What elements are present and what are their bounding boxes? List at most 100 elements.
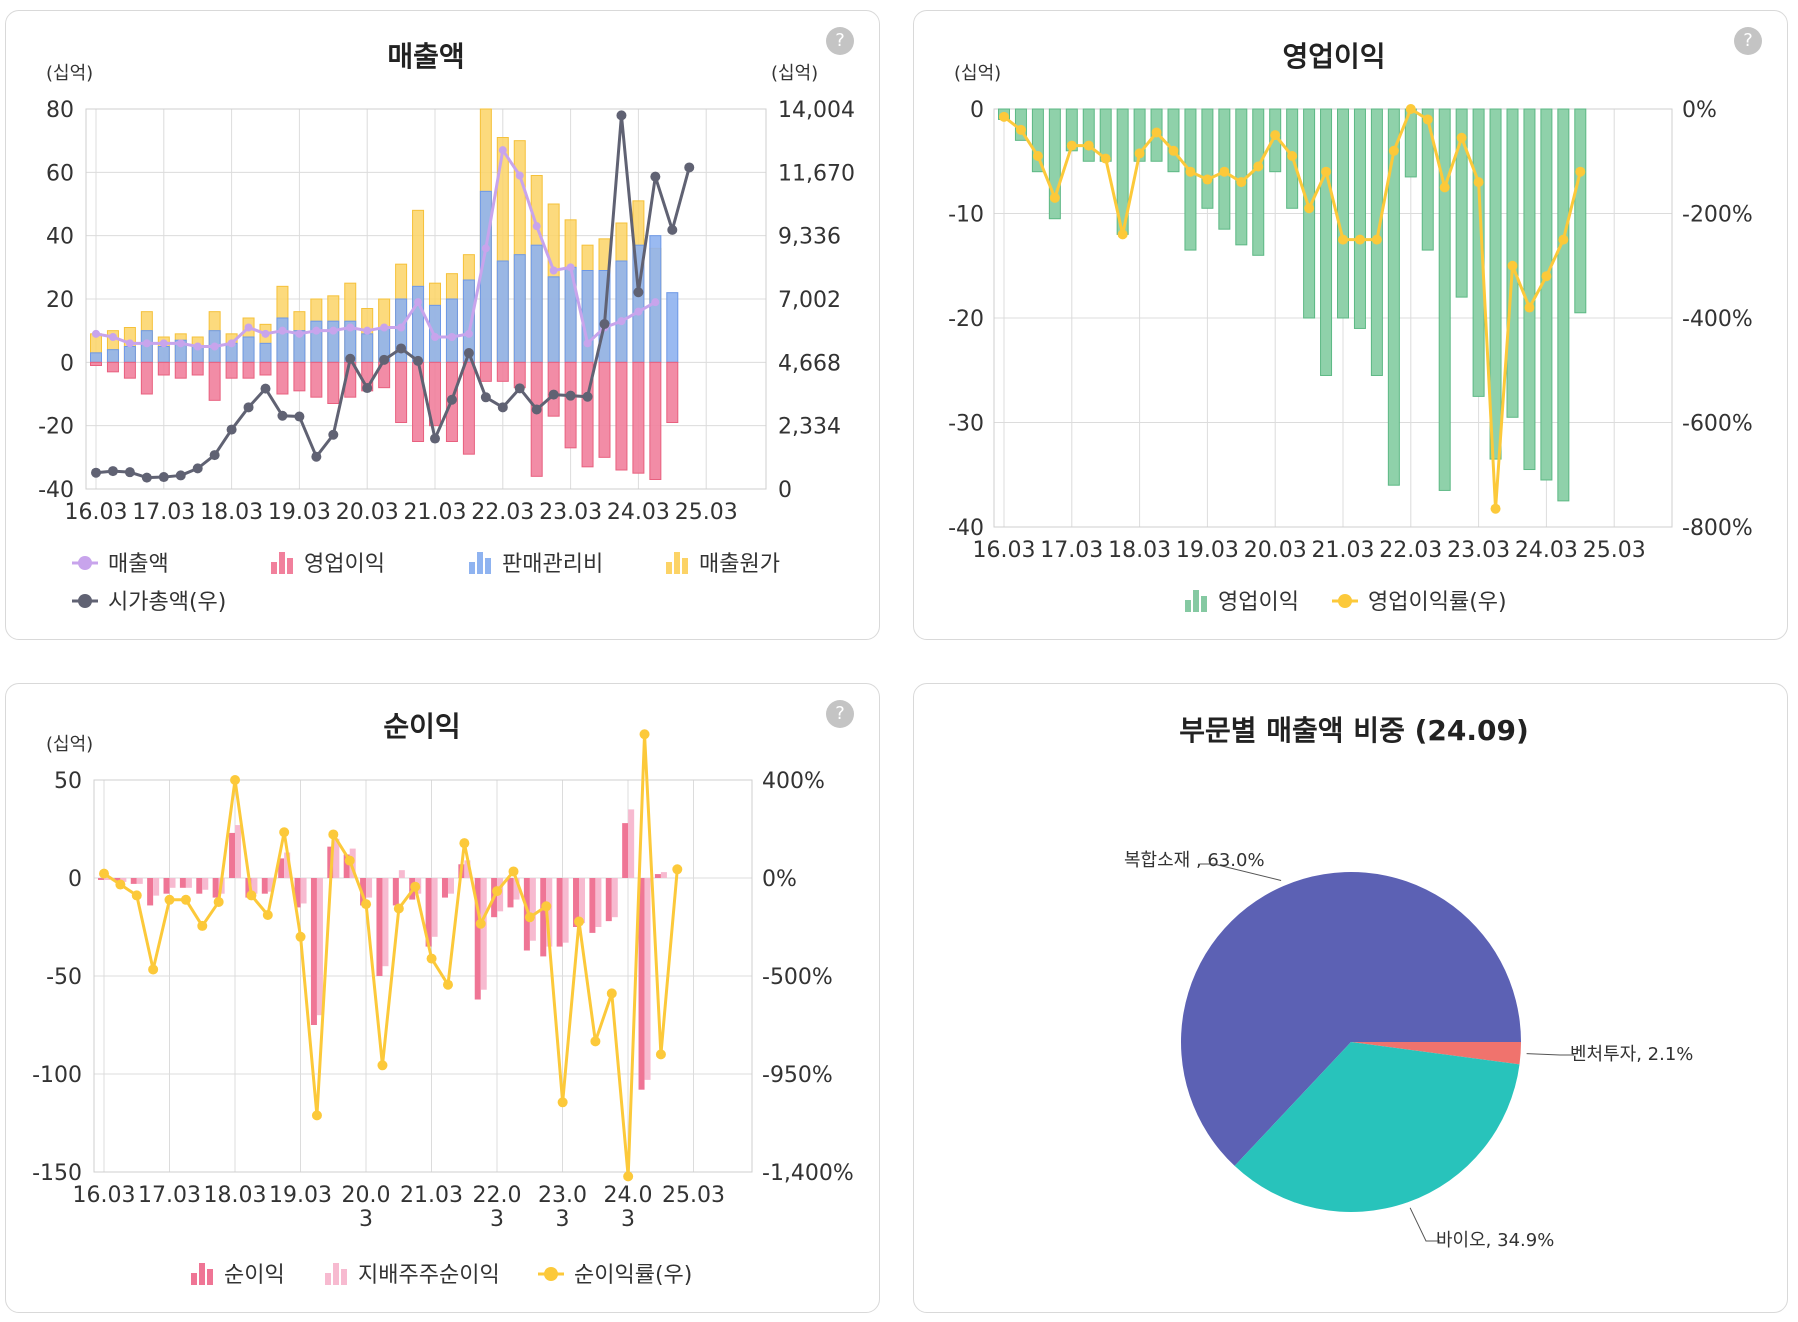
- bar-net-profit: [130, 878, 137, 884]
- help-icon[interactable]: ?: [826, 700, 854, 728]
- legend-cost-of-sales-swatch: [666, 562, 672, 574]
- bar-operating-profit: [1489, 108, 1502, 460]
- data-point: [1507, 260, 1518, 271]
- legend-net-profit-swatch: [199, 1263, 205, 1285]
- bar-net-profit: [638, 878, 645, 1090]
- y-tick-label: 0: [68, 867, 82, 892]
- legend-sga-swatch: [485, 558, 491, 574]
- pie-label: 벤처투자, 2.1%: [1570, 1044, 1693, 1065]
- x-tick-label: 17.03: [1040, 538, 1103, 563]
- chart-title: 매출액: [387, 40, 464, 73]
- bar-controlling-net-profit: [529, 878, 536, 941]
- bar-operating-profit: [598, 361, 611, 458]
- help-icon[interactable]: ?: [1734, 27, 1762, 55]
- data-point: [1524, 302, 1535, 313]
- bar-controlling-net-profit: [235, 825, 242, 878]
- bar-net-profit: [212, 878, 219, 898]
- bar-sga: [547, 276, 560, 363]
- bar-operating-profit: [123, 361, 136, 379]
- data-point: [141, 472, 152, 483]
- data-point: [192, 463, 203, 474]
- pie-slice: [1234, 1042, 1520, 1212]
- data-point: [1185, 166, 1196, 177]
- y-tick-label: -20: [38, 415, 74, 440]
- bar-operating-profit: [106, 361, 119, 373]
- data-point: [442, 979, 453, 990]
- bar-operating-profit: [1353, 108, 1366, 329]
- bar-net-profit: [163, 878, 170, 894]
- data-point: [1541, 271, 1552, 282]
- bar-controlling-net-profit: [579, 878, 586, 924]
- bar-sga: [242, 336, 255, 363]
- data-point: [426, 953, 437, 964]
- chart-title: 영업이익: [1282, 40, 1385, 73]
- x-tick-label: 16.03: [973, 538, 1036, 563]
- data-point: [1422, 114, 1433, 125]
- bar-operating-profit: [547, 361, 560, 417]
- bar-operating-profit: [1133, 108, 1146, 162]
- bar-controlling-net-profit: [104, 878, 110, 880]
- y-tick-label: -40: [948, 516, 984, 541]
- data-point: [108, 333, 117, 341]
- x-tick-label: 19.03: [268, 500, 331, 525]
- data-point: [1066, 140, 1077, 151]
- data-point: [1287, 151, 1298, 162]
- data-point: [158, 472, 169, 483]
- data-point: [210, 342, 219, 351]
- bar-net-profit: [425, 878, 432, 947]
- bar-operating-profit: [327, 361, 340, 405]
- data-point: [446, 394, 457, 405]
- bar-operating-profit: [1438, 108, 1451, 491]
- y2-tick-label: -600%: [1682, 412, 1753, 437]
- bar-net-profit: [376, 878, 383, 976]
- data-point: [397, 323, 406, 332]
- data-point: [430, 433, 440, 444]
- legend-revenue-swatch: [78, 556, 92, 570]
- y2-tick-label: -400%: [1682, 307, 1753, 332]
- operating-panel: 영업이익 (십억) 0 -10 -20 -30 -40 0% -200% -400% -600% -8…: [913, 10, 1788, 640]
- data-point: [176, 339, 185, 348]
- bar-controlling-net-profit: [153, 878, 160, 896]
- y-tick-label: 60: [46, 161, 74, 186]
- x-tick-label: 25.03: [675, 500, 738, 525]
- data-point: [213, 896, 224, 907]
- bar-controlling-net-profit: [136, 878, 143, 884]
- data-point: [209, 450, 220, 461]
- data-point: [532, 222, 541, 231]
- bar-sga: [361, 333, 374, 363]
- bar-operating-profit: [174, 361, 187, 379]
- x-tick-label: 25.03: [1583, 538, 1646, 563]
- bar-operating-profit: [1099, 108, 1112, 162]
- data-point: [1575, 166, 1586, 177]
- data-point: [328, 429, 339, 440]
- data-point: [164, 894, 175, 905]
- legend-controlling-net-profit-swatch: [325, 1273, 331, 1285]
- bar-operating-profit: [1167, 108, 1180, 173]
- bar-controlling-net-profit: [284, 852, 291, 878]
- data-point: [583, 339, 592, 348]
- data-point: [243, 402, 254, 413]
- legend-operating-profit-swatch: [1193, 590, 1199, 612]
- bar-net-profit: [278, 858, 285, 878]
- bar-sga: [445, 298, 458, 363]
- help-icon[interactable]: ?: [826, 27, 854, 55]
- data-point: [515, 171, 524, 180]
- bar-sga: [513, 254, 526, 363]
- y-tick-label: -150: [32, 1161, 82, 1186]
- data-point: [566, 263, 575, 272]
- bar-operating-profit: [395, 361, 408, 424]
- bar-sga: [412, 285, 425, 363]
- bar-operating-profit: [140, 361, 153, 395]
- data-point: [459, 838, 470, 849]
- data-point: [492, 886, 503, 897]
- bar-net-profit: [360, 878, 367, 906]
- data-point: [1456, 132, 1467, 143]
- y2-tick-label: -500%: [762, 965, 833, 990]
- legend-operating-profit-swatch: [1201, 596, 1207, 612]
- bar-operating-profit: [1303, 108, 1316, 319]
- data-point: [1049, 192, 1060, 203]
- x-tick-label: 22.03: [471, 500, 534, 525]
- data-point: [295, 329, 304, 338]
- bar-controlling-net-profit: [185, 878, 192, 888]
